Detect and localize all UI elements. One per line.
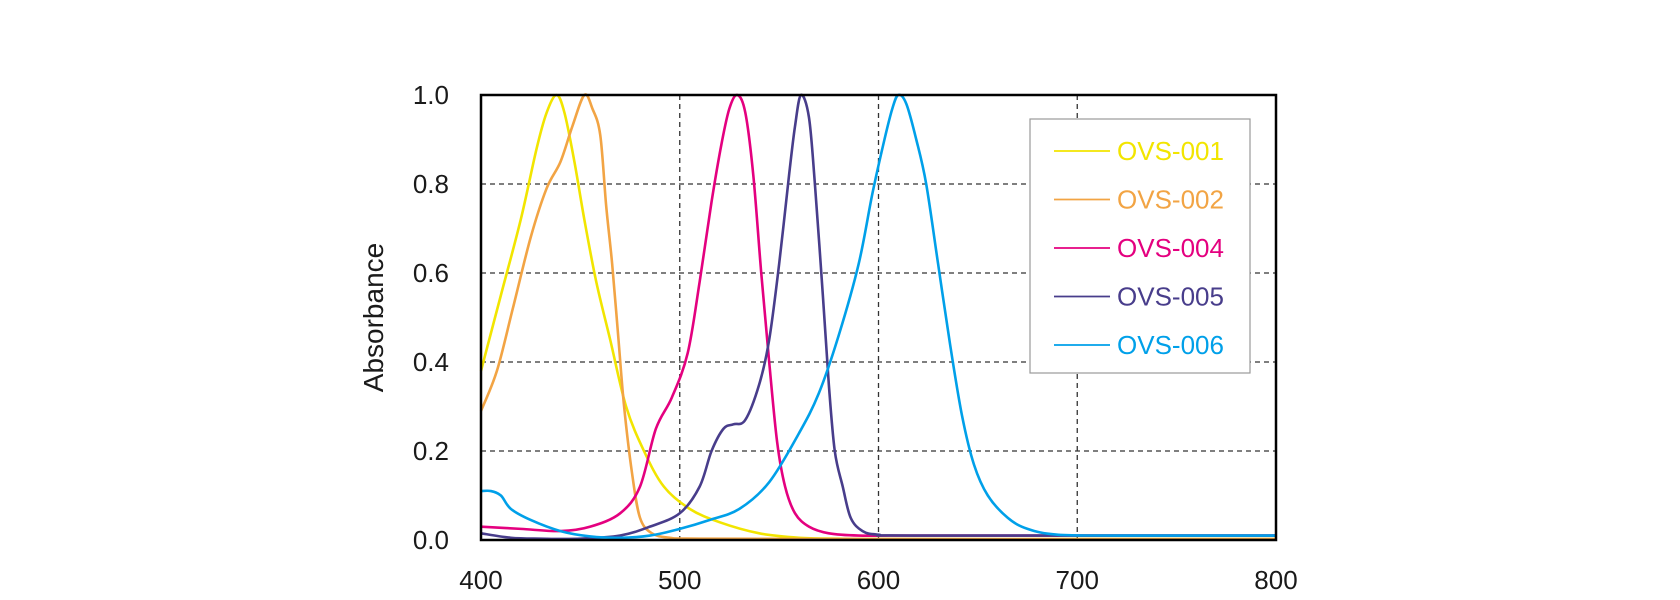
series-line-ovs-005 [480,93,1277,541]
x-tick-label: 400 [459,565,502,595]
plot-frame [479,93,1278,542]
series-line-ovs-006 [480,93,1277,540]
y-tick-label: 0.8 [413,169,449,199]
legend-label: OVS-005 [1117,282,1224,312]
legend-label: OVS-006 [1117,330,1224,360]
x-tick-label: 500 [658,565,701,595]
series-line-ovs-002 [479,93,1277,541]
legend-box [1029,118,1251,374]
y-tick-label: 0.0 [413,525,449,555]
y-axis-label: Absorbance [358,243,389,392]
y-tick-label: 0.4 [413,347,449,377]
x-tick-label: 600 [857,565,900,595]
y-tick-label: 0.2 [413,436,449,466]
series-line-ovs-004 [480,93,1276,538]
x-axis-ticks: 400 500 600 700 800 [459,565,1297,595]
y-tick-label: 1.0 [413,80,449,110]
legend-label: OVS-001 [1117,136,1224,166]
legend-label: OVS-004 [1117,233,1224,263]
legend: OVS-001 OVS-002 OVS-004 OVS-005 OVS-006 [1029,118,1251,374]
x-tick-label: 700 [1056,565,1099,595]
y-tick-label: 0.6 [413,258,449,288]
x-tick-label: 800 [1254,565,1297,595]
y-axis-ticks: 0.0 0.2 0.4 0.6 0.8 1.0 [413,80,449,555]
legend-label: OVS-002 [1117,185,1224,215]
